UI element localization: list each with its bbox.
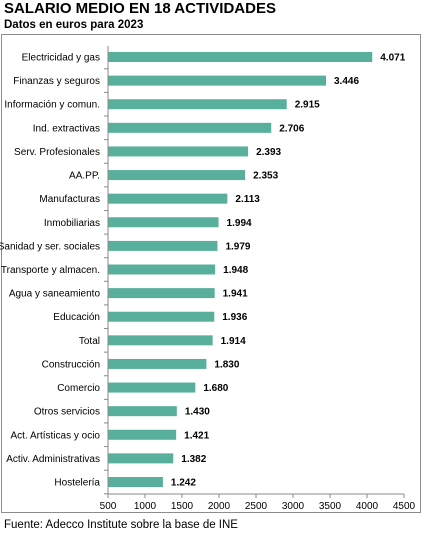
data-label: 1.914 — [221, 336, 246, 347]
bar — [108, 99, 287, 110]
bar — [108, 217, 219, 228]
category-label: Agua y saneamiento — [9, 289, 101, 300]
category-label: Transporte y almacen. — [1, 265, 100, 276]
x-tick-label: 2000 — [208, 501, 231, 512]
data-label: 2.706 — [279, 123, 304, 134]
x-tick-label: 2500 — [245, 501, 268, 512]
data-label: 1.941 — [223, 289, 248, 300]
chart-title: SALARIO MEDIO EN 18 ACTIVIDADES — [4, 0, 276, 17]
data-label: 1.430 — [185, 407, 210, 418]
data-label: 4.071 — [380, 53, 405, 64]
x-tick-label: 3500 — [319, 501, 342, 512]
x-tick-label: 500 — [100, 501, 117, 512]
bar — [108, 75, 327, 86]
data-label: 1.242 — [171, 478, 196, 489]
bar — [108, 52, 373, 62]
x-tick-label: 4000 — [356, 501, 379, 512]
data-label: 1.421 — [184, 430, 209, 441]
data-label: 3.446 — [334, 76, 359, 87]
x-tick-label: 3000 — [282, 501, 305, 512]
category-label: Manufacturas — [39, 194, 100, 205]
data-label: 2.915 — [295, 100, 320, 111]
bar — [108, 146, 249, 157]
category-label: Comercio — [57, 383, 100, 394]
category-label: Finanzas y seguros — [13, 76, 100, 87]
category-label: Información y comun. — [4, 100, 100, 111]
category-label: Electricidad y gas — [22, 53, 100, 64]
data-label: 1.979 — [225, 241, 250, 252]
data-label: 2.113 — [235, 194, 260, 205]
bar — [108, 358, 207, 369]
x-tick-label: 1500 — [171, 501, 194, 512]
category-label: Activ. Administrativas — [6, 454, 100, 465]
chart-subtitle: Datos en euros para 2023 — [4, 19, 144, 31]
category-label: Total — [79, 336, 100, 347]
data-label: 2.393 — [256, 147, 281, 158]
category-label: Serv. Profesionales — [14, 147, 100, 158]
x-tick-label: 1000 — [134, 501, 157, 512]
bar — [108, 429, 177, 440]
category-label: Construcción — [42, 359, 100, 370]
bar — [108, 335, 213, 346]
chart-frame — [1, 34, 421, 513]
category-label: AA.PP. — [69, 171, 100, 182]
bar — [108, 288, 215, 299]
bar — [108, 170, 246, 181]
source-note: Fuente: Adecco Institute sobre la base d… — [4, 519, 238, 531]
data-label: 2.353 — [253, 171, 278, 182]
x-tick-label: 4500 — [393, 501, 416, 512]
data-label: 1.830 — [214, 359, 239, 370]
data-label: 1.936 — [222, 312, 247, 323]
bar — [108, 122, 272, 133]
bar — [108, 477, 163, 487]
category-label: Ind. extractivas — [33, 123, 100, 134]
category-label: Otros servicios — [34, 407, 100, 418]
category-label: Inmobiliarias — [44, 218, 100, 229]
bar — [108, 453, 174, 464]
category-label: Hostelería — [54, 478, 100, 489]
category-label: Educación — [53, 312, 100, 323]
data-label: 1.382 — [181, 454, 206, 465]
data-label: 1.948 — [223, 265, 248, 276]
bar — [108, 193, 228, 204]
category-label: Act. Artísticas y ocio — [11, 430, 101, 441]
bar — [108, 240, 218, 251]
bar — [108, 406, 177, 417]
data-label: 1.680 — [203, 383, 228, 394]
data-label: 1.994 — [227, 218, 252, 229]
bar — [108, 382, 196, 393]
category-label: Sanidad y ser. sociales — [0, 241, 100, 252]
bar — [108, 311, 215, 322]
bar — [108, 264, 216, 275]
